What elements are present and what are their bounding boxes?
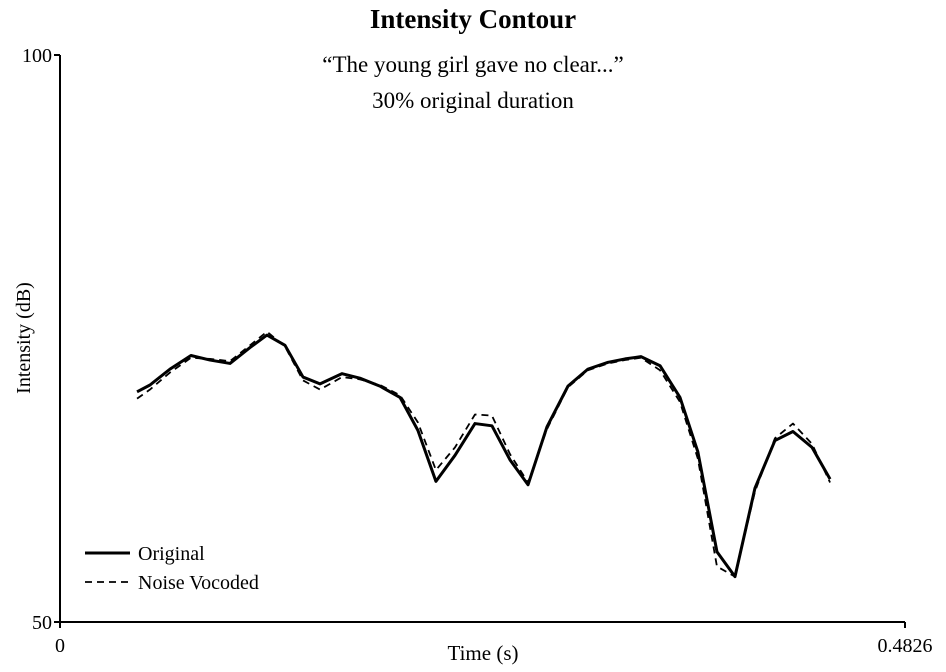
x-tick-label: 0.4826 [878,635,933,657]
chart-title: Intensity Contour [370,4,576,34]
y-tick-label: 50 [32,612,52,634]
chart-subtitle: “The young girl gave no clear...” [322,52,623,77]
x-axis-label: Time (s) [448,641,519,665]
legend-label: Original [138,543,205,565]
x-tick-label: 0 [55,635,65,657]
chart-subtitle: 30% original duration [372,88,574,113]
y-axis-label: Intensity (dB) [13,282,35,394]
y-tick-label: 100 [22,45,52,67]
data-line [136,330,831,578]
data-line [136,333,832,579]
legend-label: Noise Vocoded [138,572,259,594]
